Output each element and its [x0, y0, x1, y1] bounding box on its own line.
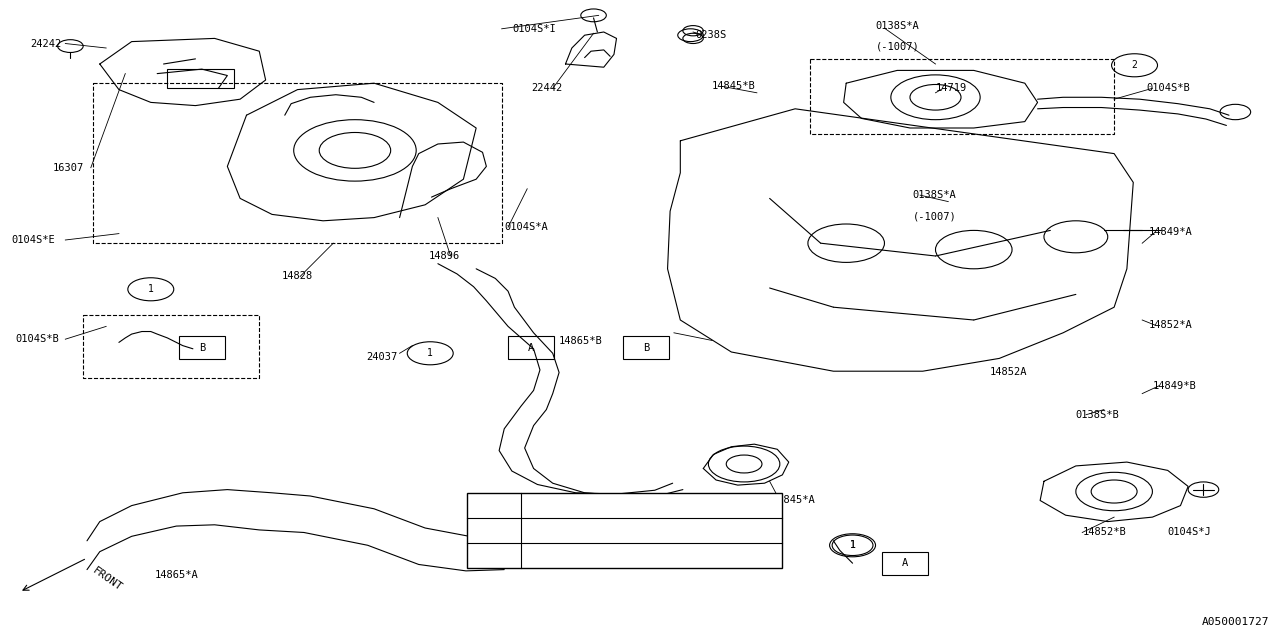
Text: 14865*B: 14865*B	[559, 336, 603, 346]
Text: 14849*A: 14849*A	[1148, 227, 1193, 237]
Text: 14828: 14828	[282, 271, 314, 282]
Text: 14852A: 14852A	[989, 367, 1028, 378]
Text: 0138S*A: 0138S*A	[876, 20, 919, 31]
Text: FRONT: FRONT	[91, 565, 124, 593]
Text: A: A	[527, 342, 534, 353]
Text: 0238S: 0238S	[695, 30, 727, 40]
Text: 1: 1	[428, 348, 433, 358]
Text: 14865*A: 14865*A	[155, 570, 198, 580]
Text: 0104S*J: 0104S*J	[1167, 527, 1211, 538]
Text: 0138S*B: 0138S*B	[1076, 410, 1120, 420]
Text: 0238S   (-1007) NUT: 0238S (-1007) NUT	[531, 525, 650, 536]
Text: 14845*A: 14845*A	[772, 495, 815, 506]
Text: 0104S*I: 0104S*I	[512, 24, 556, 34]
Text: 1: 1	[148, 284, 154, 294]
Text: 14719: 14719	[936, 83, 966, 93]
Text: A050001727: A050001727	[1202, 617, 1270, 627]
Text: (-1007): (-1007)	[876, 41, 919, 51]
Text: 2: 2	[1132, 60, 1138, 70]
Bar	[467, 493, 782, 568]
Text: 24242: 24242	[31, 38, 61, 49]
Text: 14896: 14896	[429, 251, 460, 261]
Text: 14852*A: 14852*A	[1148, 320, 1193, 330]
Text: 14845*B: 14845*B	[712, 81, 756, 92]
Text: F92609: F92609	[531, 500, 568, 510]
Text: (-1007): (-1007)	[913, 211, 956, 221]
Text: 2: 2	[492, 525, 497, 536]
Text: 1: 1	[850, 540, 855, 550]
Text: 24037: 24037	[366, 352, 397, 362]
Text: 22442: 22442	[531, 83, 562, 93]
Text: 0104S*C (1008-) BOLT: 0104S*C (1008-) BOLT	[531, 551, 657, 561]
Text: 0238S: 0238S	[750, 559, 782, 570]
Text: 16307: 16307	[54, 163, 84, 173]
Text: A: A	[901, 558, 908, 568]
Text: 14849*B: 14849*B	[1152, 381, 1196, 391]
Text: 1: 1	[492, 500, 497, 510]
Bar	[168, 69, 234, 88]
Text: 0104S*B: 0104S*B	[1146, 83, 1190, 93]
Text: 1: 1	[850, 540, 855, 550]
Text: 0138S*A: 0138S*A	[913, 190, 956, 200]
Text: 14852*B: 14852*B	[1082, 527, 1126, 538]
Text: B: B	[198, 342, 205, 353]
Text: 0104S*B: 0104S*B	[15, 334, 59, 344]
Text: B: B	[643, 342, 649, 353]
Text: 0104S*A: 0104S*A	[504, 222, 548, 232]
Text: 0104S*E: 0104S*E	[12, 235, 55, 245]
